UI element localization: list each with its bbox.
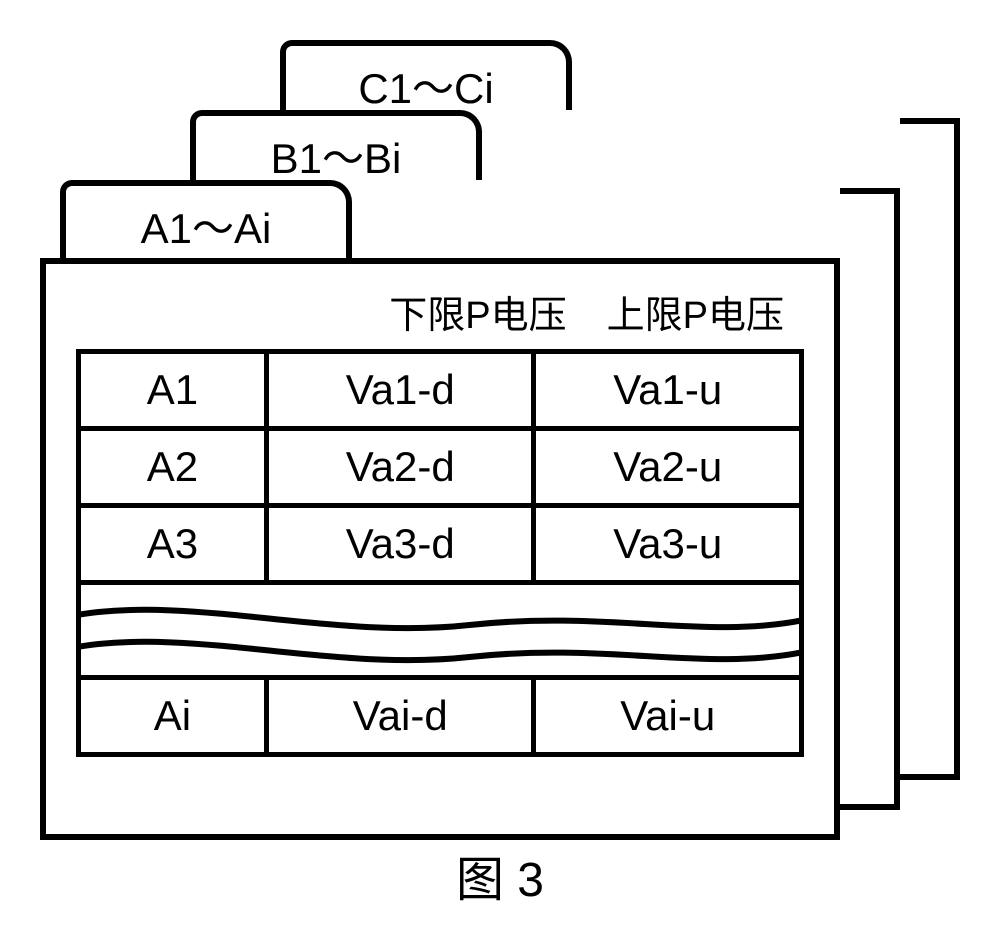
voltage-table: A1 Va1-d Va1-u A2 Va2-d Va2-u A3 Va3-d V… (76, 349, 804, 757)
table-wrap: A1 Va1-d Va1-u A2 Va2-d Va2-u A3 Va3-d V… (76, 349, 804, 757)
cell-lower: Va2-d (266, 429, 534, 506)
cell-lower: Va1-d (266, 352, 534, 429)
table-row: Ai Vai-d Vai-u (79, 678, 802, 755)
cell-upper: Va1-u (534, 352, 802, 429)
cell-id: A2 (79, 429, 267, 506)
folder-b-label: B1～Bi (271, 125, 402, 186)
header-lower-voltage: 下限P电压 (389, 284, 566, 339)
diagram-stage: C1～Ci B1～Bi A1～Ai 下限P电压 上限P电压 (40, 40, 960, 890)
folder-a-label: A1～Ai (141, 195, 272, 256)
cell-id: Ai (79, 678, 267, 755)
folder-a-body: 下限P电压 上限P电压 A1 Va1-d Va1-u (40, 258, 840, 840)
table-row: A2 Va2-d Va2-u (79, 429, 802, 506)
figure-caption: 图 3 (40, 840, 960, 910)
cell-id: A3 (79, 506, 267, 583)
header-upper-voltage: 上限P电压 (607, 284, 784, 339)
wavy-break-icon (76, 585, 804, 675)
cell-upper: Va2-u (534, 429, 802, 506)
cell-upper: Va3-u (534, 506, 802, 583)
cell-upper: Vai-u (534, 678, 802, 755)
cell-lower: Va3-d (266, 506, 534, 583)
table-row: A1 Va1-d Va1-u (79, 352, 802, 429)
table-break-row (79, 583, 802, 678)
cell-lower: Vai-d (266, 678, 534, 755)
folder-a: A1～Ai 下限P电压 上限P电压 A1 Va1-d Va1-u (40, 180, 840, 840)
table-break-cell (79, 583, 802, 678)
table-row: A3 Va3-d Va3-u (79, 506, 802, 583)
cell-id: A1 (79, 352, 267, 429)
table-column-headers: 下限P电压 上限P电压 (76, 284, 804, 339)
folder-c-label: C1～Ci (358, 55, 493, 116)
folder-a-tab: A1～Ai (60, 180, 352, 264)
